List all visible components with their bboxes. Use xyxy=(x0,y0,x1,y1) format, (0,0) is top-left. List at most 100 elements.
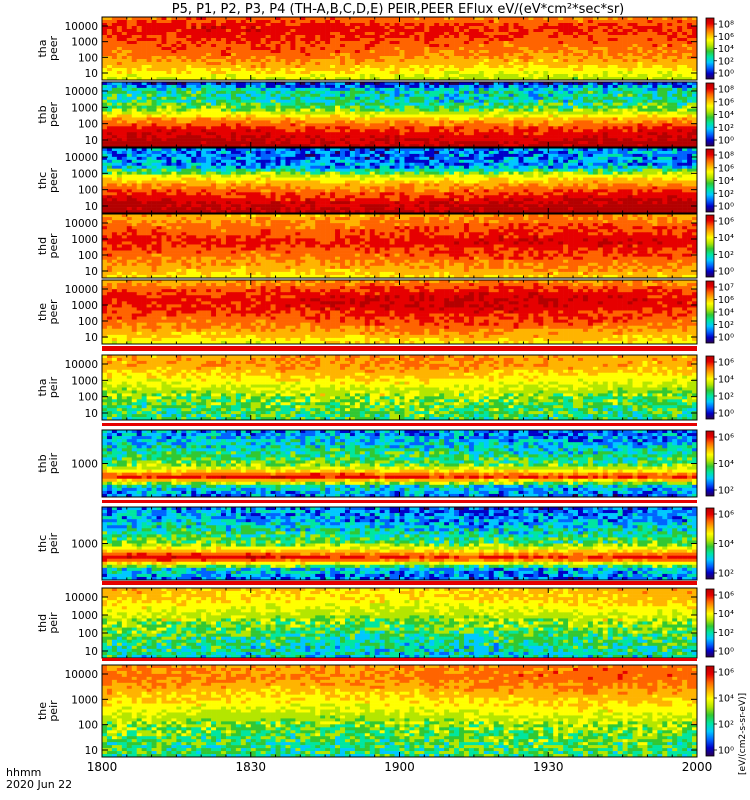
heat-cell xyxy=(479,29,484,32)
heat-cell xyxy=(285,26,290,29)
heat-cell xyxy=(588,26,593,29)
colorbar-tick-label: 10⁶ xyxy=(718,32,734,43)
heat-cell xyxy=(548,50,553,53)
heat-cell xyxy=(340,138,345,141)
heat-cell xyxy=(365,109,370,112)
heat-cell xyxy=(548,94,553,97)
colorbar-tick-label: 10⁰ xyxy=(718,69,734,80)
heat-cell xyxy=(196,41,201,44)
heat-cell xyxy=(117,94,122,97)
heat-cell xyxy=(419,132,424,135)
heat-cell xyxy=(281,103,286,106)
heat-cell xyxy=(196,85,201,88)
heat-cell xyxy=(122,138,127,141)
heat-cell xyxy=(618,41,623,44)
heat-cell xyxy=(117,35,122,38)
heat-cell xyxy=(295,47,300,50)
heat-cell xyxy=(147,112,152,115)
heat-cell xyxy=(682,91,687,94)
heat-cell xyxy=(484,112,489,115)
heat-cell xyxy=(320,94,325,97)
heat-cell xyxy=(305,38,310,41)
heat-cell xyxy=(350,97,355,100)
heat-cell xyxy=(499,26,504,29)
heat-cell xyxy=(375,115,380,118)
heat-cell xyxy=(657,20,662,23)
heat-cell xyxy=(152,26,157,29)
heat-cell xyxy=(509,47,514,50)
heat-cell xyxy=(424,62,429,65)
heat-cell xyxy=(181,132,186,135)
heat-cell xyxy=(642,100,647,103)
heat-cell xyxy=(390,44,395,47)
heat-cell xyxy=(568,71,573,74)
heat-cell xyxy=(325,94,330,97)
heat-cell xyxy=(638,38,643,41)
heat-cell xyxy=(533,53,538,56)
heat-cell xyxy=(647,62,652,65)
heat-cell xyxy=(305,71,310,74)
heat-cell xyxy=(112,62,117,65)
heat-cell xyxy=(553,117,558,120)
heat-cell xyxy=(360,88,365,91)
heat-cell xyxy=(434,91,439,94)
heat-cell xyxy=(504,91,509,94)
heat-cell xyxy=(439,94,444,97)
heat-cell xyxy=(474,74,479,77)
heat-cell xyxy=(588,50,593,53)
heat-cell xyxy=(469,59,474,62)
heat-cell xyxy=(251,29,256,32)
heat-cell xyxy=(305,41,310,44)
heat-cell xyxy=(186,117,191,120)
heat-cell xyxy=(315,117,320,120)
heat-cell xyxy=(221,85,226,88)
heat-cell xyxy=(162,100,167,103)
heat-cell xyxy=(588,117,593,120)
heat-cell xyxy=(528,53,533,56)
heat-cell xyxy=(464,120,469,123)
heat-cell xyxy=(340,65,345,68)
heat-cell xyxy=(583,47,588,50)
heat-cell xyxy=(281,117,286,120)
heat-cell xyxy=(400,138,405,141)
heat-cell xyxy=(509,56,514,59)
heat-cell xyxy=(603,85,608,88)
heat-cell xyxy=(504,117,509,120)
heat-cell xyxy=(479,20,484,23)
heat-cell xyxy=(479,112,484,115)
heat-cell xyxy=(553,50,558,53)
heat-cell xyxy=(479,35,484,38)
heat-cell xyxy=(266,91,271,94)
heat-cell xyxy=(459,29,464,32)
heat-cell xyxy=(107,115,112,118)
heat-cell xyxy=(147,53,152,56)
heat-cell xyxy=(444,56,449,59)
heat-cell xyxy=(176,129,181,132)
heat-cell xyxy=(419,56,424,59)
heat-cell xyxy=(127,74,132,77)
heat-cell xyxy=(424,100,429,103)
heat-cell xyxy=(647,120,652,123)
heat-cell xyxy=(206,126,211,129)
heat-cell xyxy=(519,138,524,141)
heat-cell xyxy=(330,44,335,47)
heat-cell xyxy=(434,112,439,115)
heat-cell xyxy=(290,97,295,100)
heat-cell xyxy=(147,109,152,112)
heat-cell xyxy=(166,88,171,91)
heat-cell xyxy=(573,94,578,97)
heat-cell xyxy=(414,20,419,23)
heat-cell xyxy=(315,138,320,141)
heat-cell xyxy=(553,85,558,88)
heat-cell xyxy=(608,88,613,91)
heat-cell xyxy=(365,97,370,100)
heat-cell xyxy=(553,71,558,74)
heat-cell xyxy=(211,68,216,71)
heat-cell xyxy=(514,74,519,77)
heat-cell xyxy=(429,62,434,65)
heat-cell xyxy=(107,132,112,135)
heat-cell xyxy=(449,100,454,103)
heat-cell xyxy=(206,62,211,65)
heat-cell xyxy=(211,41,216,44)
heat-cell xyxy=(563,115,568,118)
